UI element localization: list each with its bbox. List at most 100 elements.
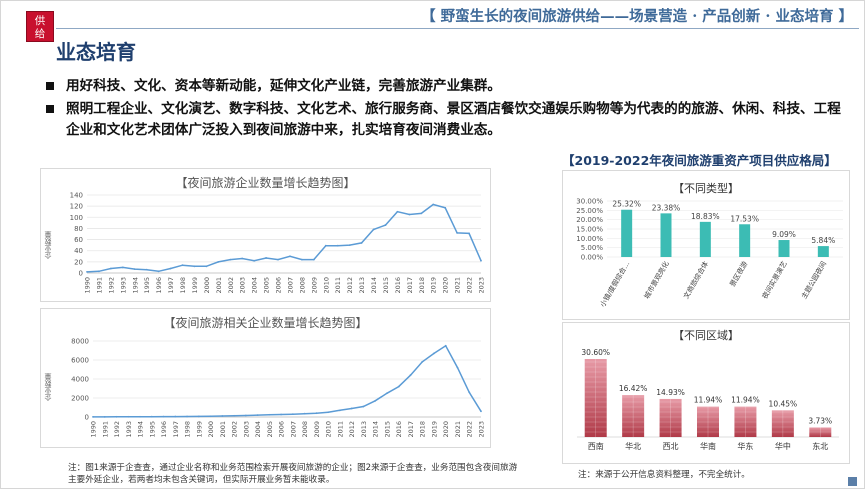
- x-tick-label: 2022: [466, 277, 474, 294]
- x-tick-label: 2010: [322, 277, 330, 294]
- data-label: 18.83%: [691, 212, 720, 221]
- x-tick-label: 1996: [160, 421, 168, 438]
- x-tick-label: 2019: [430, 277, 438, 294]
- data-point: [256, 414, 259, 416]
- series-line: [86, 203, 482, 273]
- chart-title: 【不同类型】: [673, 182, 739, 195]
- data-point: [162, 415, 165, 418]
- data-point: [174, 415, 177, 418]
- x-tick-label: 2004: [254, 421, 262, 438]
- x-tick-label: 2011: [334, 277, 342, 294]
- x-tick-label: 1994: [137, 421, 145, 438]
- data-point: [421, 361, 424, 363]
- y-tick-label: 140: [70, 192, 83, 200]
- data-point: [217, 260, 220, 263]
- bar: [622, 395, 645, 437]
- x-tick-label: 2021: [454, 277, 462, 294]
- data-point: [480, 259, 482, 262]
- data-point: [157, 270, 160, 273]
- chart-panel-related-enterprise-growth: 【夜间旅游相关企业数量增长趋势图】 企业数量 0 2000 4000 6000 8000…: [40, 308, 491, 448]
- data-point: [268, 413, 271, 416]
- x-tick-label: 1993: [125, 421, 133, 438]
- y-tick-label: 80: [74, 225, 83, 233]
- x-tick-label: 2009: [310, 277, 318, 294]
- data-point: [420, 212, 423, 215]
- data-point: [139, 415, 141, 418]
- x-tick-label: 2007: [286, 277, 294, 294]
- x-tick-label: 2020: [442, 277, 450, 294]
- x-tick-label: 1999: [195, 421, 203, 438]
- data-point: [480, 410, 482, 413]
- data-point: [350, 407, 353, 410]
- data-label: 11.94%: [731, 396, 760, 405]
- y-tick-label: 120: [70, 203, 83, 211]
- x-tick-label: 1995: [148, 421, 156, 438]
- data-point: [150, 415, 153, 418]
- x-tick-label: 2003: [242, 421, 250, 438]
- data-point: [233, 414, 235, 417]
- chart-panel-enterprise-growth: 【夜间旅游企业数量增长趋势图】 企业数量 0 20 40 60 80 100 120 140 1…: [40, 168, 491, 302]
- data-point: [456, 231, 459, 234]
- x-tick-label: 2021: [454, 421, 462, 438]
- data-point: [374, 399, 377, 402]
- data-point: [348, 244, 351, 247]
- bullet-square-icon: [46, 82, 54, 90]
- data-point: [209, 415, 212, 418]
- y-tick-label: 5.00%: [581, 244, 604, 252]
- category-label: 西北: [663, 442, 679, 451]
- data-point: [181, 264, 184, 267]
- data-point: [277, 258, 279, 261]
- data-point: [169, 267, 172, 270]
- bar: [734, 406, 757, 437]
- data-point: [280, 413, 283, 416]
- x-tick-label: 1995: [143, 277, 151, 294]
- y-tick-label: 30.00%: [576, 198, 603, 206]
- data-point: [409, 374, 412, 377]
- section-title: 业态培育: [56, 40, 136, 64]
- x-tick-label: 2001: [219, 421, 227, 438]
- data-point: [133, 268, 136, 270]
- category-label: 文商旅综合体: [681, 260, 710, 301]
- x-tick-label: 2002: [227, 277, 235, 294]
- x-tick-label: 2005: [266, 421, 274, 438]
- bullet-text: 照明工程企业、文化演艺、数字科技、文化艺术、旅行服务商、景区酒店餐饮交通娱乐购物…: [66, 101, 841, 138]
- data-point: [432, 203, 435, 206]
- data-point: [456, 366, 459, 369]
- data-point: [221, 415, 224, 417]
- data-label: 30.60%: [581, 348, 610, 357]
- y-tick-label: 8000: [71, 338, 89, 346]
- x-tick-label: 1998: [184, 421, 192, 438]
- data-point: [115, 415, 118, 418]
- chart-title: 【夜间旅游相关企业数量增长趋势图】: [163, 316, 368, 330]
- data-point: [468, 232, 470, 235]
- x-tick-label: 1994: [131, 277, 139, 294]
- y-tick-label: 0: [79, 270, 83, 278]
- data-point: [197, 415, 200, 418]
- data-point: [324, 244, 327, 247]
- y-tick-label: 0.00%: [581, 254, 604, 262]
- x-tick-label: 2010: [325, 421, 333, 438]
- y-tick-label: 6000: [71, 357, 89, 365]
- x-tick-label: 2023: [478, 277, 486, 294]
- x-tick-label: 2004: [251, 277, 259, 294]
- data-point: [303, 412, 306, 415]
- logo-char-1: 供: [34, 15, 46, 27]
- chart-panel-by-region: 【不同区域】 30.60% 西南 16.42% 华北 14.93% 西北 11.94% 华南 1…: [562, 322, 850, 464]
- category-label: 华北: [625, 441, 641, 451]
- category-label: 小镇/度假综合…: [598, 260, 631, 309]
- x-tick-label: 2015: [382, 277, 390, 294]
- bullet-square-icon: [46, 105, 54, 113]
- data-label: 11.94%: [694, 396, 723, 405]
- bar: [778, 240, 790, 257]
- x-tick-label: 2000: [203, 277, 211, 294]
- data-point: [244, 414, 247, 417]
- x-tick-label: 1997: [167, 277, 175, 294]
- data-point: [92, 416, 94, 418]
- data-point: [121, 266, 124, 269]
- x-tick-label: 1996: [155, 277, 163, 294]
- data-label: 16.42%: [619, 384, 648, 393]
- x-tick-label: 1993: [119, 277, 127, 294]
- x-tick-label: 2003: [239, 277, 247, 294]
- bar: [660, 213, 672, 257]
